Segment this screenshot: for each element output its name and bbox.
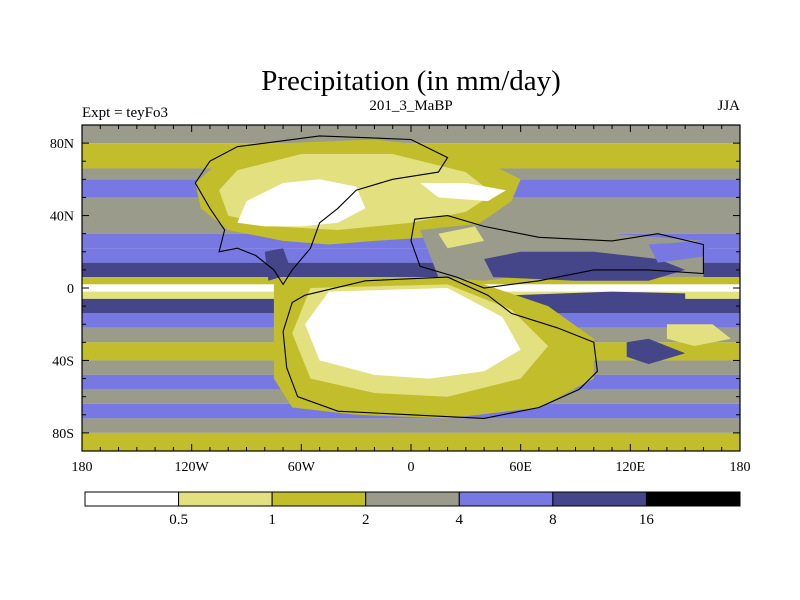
colorbar: 0.5 1 2 4 8 16 xyxy=(84,491,741,528)
region-far-east-dry-patch xyxy=(666,324,731,346)
colorbar-swatch xyxy=(645,491,741,507)
colorbar-swatch xyxy=(178,491,273,507)
chart-title: Precipitation (in mm/day) xyxy=(261,65,561,97)
center-string: 201_3_MaBP xyxy=(369,98,452,114)
region-east-dry-patch xyxy=(438,226,485,249)
region-north-desert-white-east xyxy=(420,183,506,202)
x-tick-label: 180 xyxy=(730,460,751,475)
y-tick-label: 80S xyxy=(52,427,74,442)
land-outlines xyxy=(194,135,704,419)
right-string: JJA xyxy=(717,98,740,114)
x-tick-label: 120E xyxy=(616,460,646,475)
x-tick-label: 180 xyxy=(72,460,93,475)
colorbar-label: 16 xyxy=(639,512,655,528)
south-continent-outline xyxy=(282,276,598,419)
region-west-wet-patch xyxy=(264,248,293,281)
left-string: Expt = teyFo3 xyxy=(82,105,168,121)
x-tick-label: 120W xyxy=(175,460,210,475)
region-north-east-wet-patch xyxy=(648,240,713,263)
colorbar-label: 8 xyxy=(549,512,557,528)
region-south-desert-white xyxy=(305,288,521,379)
region-north-desert-white xyxy=(237,179,366,227)
zonal-band-20 xyxy=(82,432,740,451)
colorbar-swatch xyxy=(271,491,367,507)
colorbar-label: 0.5 xyxy=(169,512,188,528)
colorbar-swatch xyxy=(458,491,554,507)
north-continent-outline xyxy=(194,135,449,286)
colorbar-swatch xyxy=(365,491,460,507)
x-tick-label: 60E xyxy=(509,460,532,475)
colorbar-swatch xyxy=(84,491,180,507)
x-axis: 180 120W 60W 0 60E 120E 180 xyxy=(72,125,751,475)
y-tick-label: 40S xyxy=(52,354,74,369)
region-east-wet-band xyxy=(484,251,686,281)
east-continent-outline xyxy=(410,215,704,289)
y-tick-label: 80N xyxy=(50,137,74,152)
colorbar-label: 2 xyxy=(362,512,370,528)
y-axis: 80N 40N 0 40S 80S xyxy=(50,124,740,452)
region-south-east-wet-patch xyxy=(626,338,686,365)
colorbar-label: 4 xyxy=(456,512,464,528)
colorbar-label: 1 xyxy=(268,512,276,528)
precipitation-field xyxy=(82,125,740,451)
x-tick-label: 60W xyxy=(288,460,316,475)
y-tick-label: 40N xyxy=(50,210,74,225)
zonal-band-0 xyxy=(82,125,740,144)
zonal-band-19 xyxy=(82,418,740,433)
colorbar-swatch xyxy=(552,491,647,507)
region-equatorial-dark-strip xyxy=(511,291,686,307)
x-tick-label: 0 xyxy=(408,460,415,475)
y-tick-label: 0 xyxy=(67,282,74,297)
